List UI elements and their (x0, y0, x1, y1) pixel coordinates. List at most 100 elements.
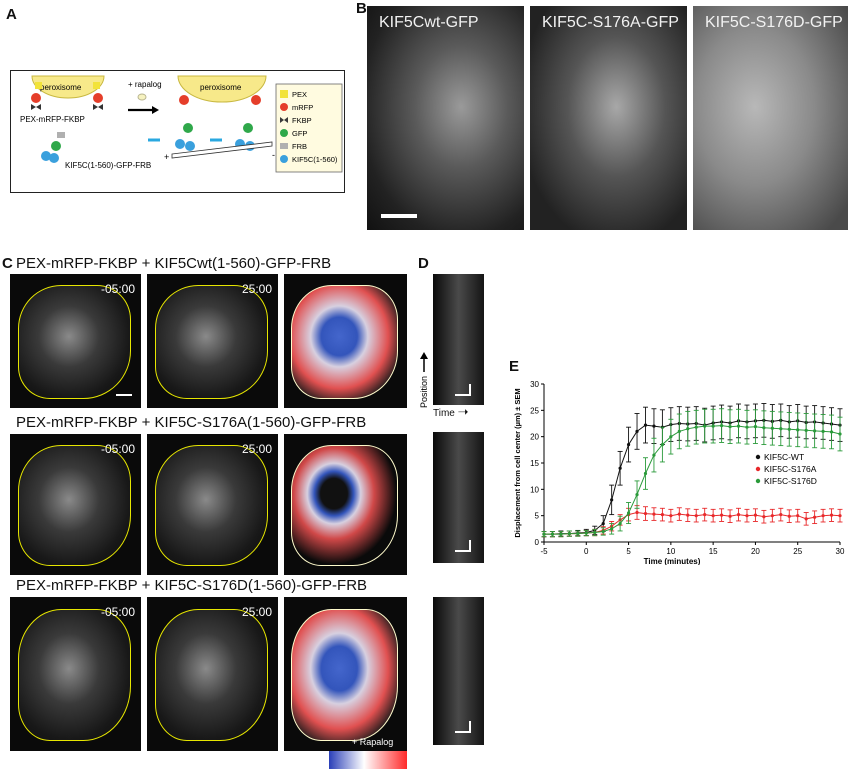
data-point (720, 424, 724, 428)
scale-bar-vertical (469, 384, 471, 396)
data-point (635, 429, 639, 433)
arrow-head-icon (152, 106, 159, 114)
x-axis-label: Time (minutes) (644, 557, 701, 565)
y-axis-label: Displacement from cell center (µm) ± SEM (513, 388, 522, 537)
kinesin-head-a-icon (41, 151, 51, 161)
data-point (703, 513, 707, 517)
data-point (686, 427, 690, 431)
data-point (804, 517, 808, 521)
data-point (753, 425, 758, 429)
fkbp-left-icon (31, 104, 41, 110)
panel-label-c: C (2, 255, 13, 272)
data-point (669, 435, 673, 439)
data-point (584, 531, 588, 535)
kin-r2-icon (185, 141, 195, 151)
rapalog-colorbar (329, 751, 407, 769)
right-arrow-icon: ➝ (457, 404, 469, 419)
pex-right-icon (93, 82, 100, 89)
mrfp-left-icon (31, 93, 41, 103)
peroxisome-right-shape (177, 75, 267, 103)
data-point (813, 429, 817, 433)
rapalog-text: + rapalog (128, 80, 162, 89)
gfp-icon (51, 141, 61, 151)
y-tick-label: 30 (530, 380, 539, 389)
frame-1c (284, 274, 407, 408)
frb-flag-icon (280, 143, 288, 149)
data-point (677, 512, 681, 516)
mrfp-r2-icon (251, 95, 261, 105)
micrograph-b1: KIF5Cwt-GFP (367, 6, 524, 230)
position-axis-label: Position (419, 352, 429, 408)
x-tick-label: 0 (584, 547, 589, 556)
kinesin-head-b-icon (49, 153, 59, 163)
data-point (745, 425, 749, 429)
data-point (610, 527, 614, 531)
y-tick-label: 5 (535, 512, 540, 521)
cell-outline (154, 284, 269, 400)
data-point (745, 514, 749, 518)
data-point (711, 424, 715, 428)
data-point (796, 514, 800, 518)
time-axis-label: Time ➝ (433, 404, 469, 419)
scale-bar-vertical (469, 721, 471, 733)
legend-items: PEX mRFP FKBP GFP FRB KIF5C(1-560) (280, 90, 338, 164)
data-point (821, 429, 825, 433)
microtubule-icon (171, 141, 273, 159)
peroxisome-right-text: peroxisome (200, 83, 242, 92)
data-point (567, 531, 571, 536)
data-point (694, 425, 698, 429)
frame-3c (284, 597, 407, 751)
kymograph-3 (433, 597, 484, 745)
data-point (720, 513, 724, 517)
y-tick-label: 15 (530, 459, 539, 468)
frb-icon (57, 132, 65, 138)
row-title-1: PEX-mRFP-FKBP + KIF5Cwt(1-560)-GFP-FRB (16, 255, 332, 272)
data-point (770, 426, 774, 430)
data-point (576, 531, 580, 536)
frame-2c (284, 434, 407, 575)
scale-bar-horizontal (455, 394, 471, 396)
x-tick-label: 30 (836, 547, 845, 556)
x-tick-label: 15 (709, 547, 718, 556)
cell-overlay (291, 609, 398, 741)
data-point (601, 521, 605, 526)
panel-label-e: E (509, 358, 520, 375)
legend-label: KIF5C(1-560) (292, 155, 338, 164)
micrograph-b2: KIF5C-S176A-GFP (530, 6, 687, 230)
data-point (542, 532, 546, 536)
data-point (838, 514, 842, 518)
svg-text:Position: Position (419, 376, 429, 408)
data-point (787, 427, 791, 431)
timestamp: -05:00 (100, 442, 135, 456)
timestamp: -05:00 (100, 605, 135, 619)
data-point (804, 428, 808, 432)
frame-1b: 25:00 (147, 274, 278, 408)
data-point (711, 514, 715, 518)
data-point (787, 514, 791, 518)
legend-label: KIF5C-S176A (764, 464, 817, 474)
cell-overlay (291, 284, 398, 400)
peroxisome-left-text: peroxisome (40, 83, 82, 92)
gfp-r1-icon (183, 123, 193, 133)
data-point (829, 430, 834, 434)
legend-label: FKBP (292, 116, 312, 125)
gfp-r2-icon (243, 123, 253, 133)
data-point (660, 513, 664, 517)
timestamp: 25:00 (241, 442, 272, 456)
timestamp: 25:00 (241, 605, 272, 619)
panel-label-d: D (418, 255, 429, 272)
row-title-3: PEX-mRFP-FKBP + KIF5C-S176D(1-560)-GFP-F… (16, 577, 368, 594)
data-point (838, 432, 842, 436)
mrfp-right-icon (93, 93, 103, 103)
cell-outline (154, 609, 269, 741)
cell-outline (17, 609, 132, 741)
legend-label: PEX (292, 90, 307, 99)
cell-outline (154, 445, 269, 566)
rapalog-colorbar-label: + Rapalog (352, 737, 394, 747)
pex-left-icon (35, 82, 42, 89)
data-point (694, 514, 698, 518)
y-tick-label: 10 (530, 485, 539, 494)
panel-label-b: B (356, 0, 367, 17)
data-point (635, 493, 639, 497)
